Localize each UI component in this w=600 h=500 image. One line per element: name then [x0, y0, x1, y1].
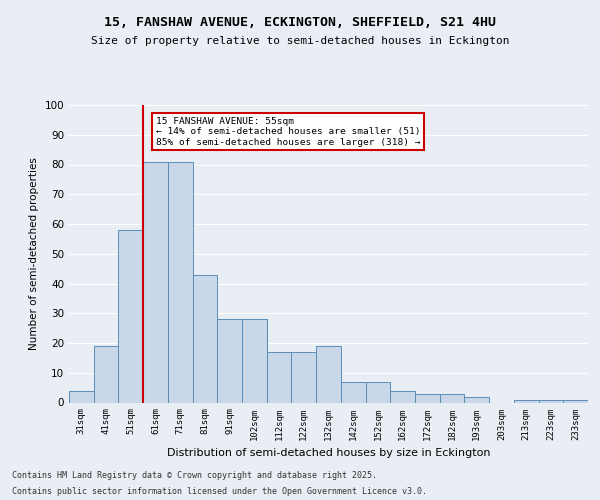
Bar [94, 346, 118, 403]
Bar [341, 382, 365, 402]
Bar [514, 400, 539, 402]
X-axis label: Distribution of semi-detached houses by size in Eckington: Distribution of semi-detached houses by … [167, 448, 490, 458]
Bar [365, 382, 390, 402]
Text: 15 FANSHAW AVENUE: 55sqm
← 14% of semi-detached houses are smaller (51)
85% of s: 15 FANSHAW AVENUE: 55sqm ← 14% of semi-d… [155, 117, 420, 146]
Bar [563, 400, 588, 402]
Bar [143, 162, 168, 402]
Bar [242, 319, 267, 402]
Bar [193, 274, 217, 402]
Text: 15, FANSHAW AVENUE, ECKINGTON, SHEFFIELD, S21 4HU: 15, FANSHAW AVENUE, ECKINGTON, SHEFFIELD… [104, 16, 496, 29]
Text: Size of property relative to semi-detached houses in Eckington: Size of property relative to semi-detach… [91, 36, 509, 46]
Text: Contains public sector information licensed under the Open Government Licence v3: Contains public sector information licen… [12, 486, 427, 496]
Bar [168, 162, 193, 402]
Bar [267, 352, 292, 403]
Y-axis label: Number of semi-detached properties: Number of semi-detached properties [29, 158, 39, 350]
Bar [217, 319, 242, 402]
Bar [440, 394, 464, 402]
Bar [464, 396, 489, 402]
Bar [539, 400, 563, 402]
Bar [390, 390, 415, 402]
Text: Contains HM Land Registry data © Crown copyright and database right 2025.: Contains HM Land Registry data © Crown c… [12, 472, 377, 480]
Bar [69, 390, 94, 402]
Bar [292, 352, 316, 403]
Bar [415, 394, 440, 402]
Bar [118, 230, 143, 402]
Bar [316, 346, 341, 403]
